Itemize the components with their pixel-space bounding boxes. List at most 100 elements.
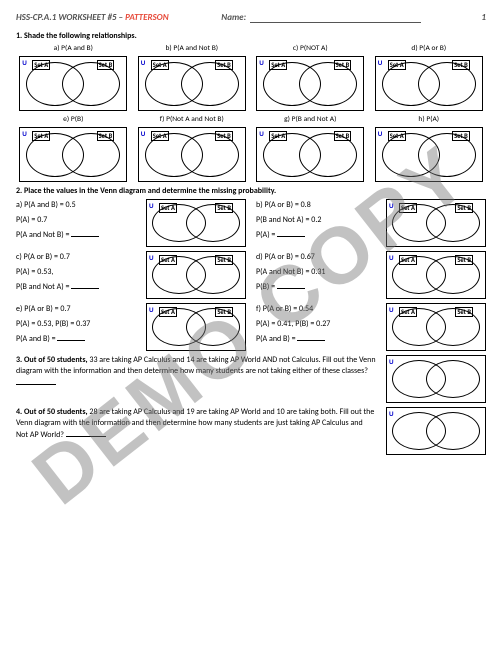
problem-line: P(B) = xyxy=(256,281,380,293)
universe-label: U xyxy=(389,305,394,314)
venn-diagram: USet ASet B xyxy=(256,56,364,111)
problem-line: a) P(A and B) = 0.5 xyxy=(16,199,140,211)
venn-diagram: USet ASet B xyxy=(256,127,364,182)
name-blank xyxy=(250,14,421,23)
section-1-title: 1. Shade the following relationships. xyxy=(16,31,486,41)
venn-caption: e) P(B) xyxy=(63,115,83,125)
venn-diagram: USet ASet B xyxy=(146,199,246,247)
circle-b xyxy=(426,204,480,242)
problem-line: f) P(A or B) = 0.54 xyxy=(256,303,380,315)
problem-line: c) P(A or B) = 0.7 xyxy=(16,251,140,263)
venn-diagram: USet ASet B xyxy=(386,303,486,351)
q3-venn: U xyxy=(386,355,486,403)
problem-pair: e) P(A or B) = 0.7 P(A) = 0.53, P(B) = 0.… xyxy=(16,303,486,351)
universe-label: U xyxy=(149,305,154,314)
problem-pair: a) P(A and B) = 0.5 P(A) = 0.7 P(A and Not… xyxy=(16,199,486,247)
problem-line: P(A) = 0.53, xyxy=(16,266,140,278)
venn-diagram: USet ASet B xyxy=(138,56,246,111)
circle-b xyxy=(186,256,240,294)
q4-venn: U xyxy=(386,407,486,455)
answer-blank xyxy=(71,229,99,237)
universe-label: U xyxy=(389,201,394,210)
problem-line: P(A) = 0.53, P(B) = 0.37 xyxy=(16,318,140,330)
problem-line: d) P(A or B) = 0.67 xyxy=(256,251,380,263)
problem-right: f) P(A or B) = 0.54 P(A) = 0.41, P(B) = 0… xyxy=(256,303,486,351)
universe-label: U xyxy=(378,129,383,138)
circle-b xyxy=(62,133,120,177)
venn-diagram: USet ASet B xyxy=(19,56,127,111)
circle-b xyxy=(418,62,476,106)
question-4: 4. Out of 50 students, 28 are taking AP … xyxy=(16,407,486,455)
circle-b xyxy=(418,133,476,177)
venn-caption: a) P(A and B) xyxy=(54,44,93,54)
universe-label: U xyxy=(149,253,154,262)
venn-caption: g) P(B and Not A) xyxy=(284,115,336,125)
problem-line: P(A and Not B) = 0.31 xyxy=(256,266,380,278)
problem-line: P(A) = 0.41, P(B) = 0.27 xyxy=(256,318,380,330)
problem-line: P(A and Not B) = xyxy=(16,229,140,241)
universe-label: U xyxy=(259,58,264,67)
venn-diagram: USet ASet B xyxy=(19,127,127,182)
circle-b xyxy=(181,62,239,106)
universe-label: U xyxy=(149,201,154,210)
problem-line: P(A and B) = xyxy=(16,333,140,345)
universe-label: U xyxy=(259,129,264,138)
venn-diagram: USet ASet B xyxy=(386,251,486,299)
venn-diagram: USet ASet B xyxy=(375,56,483,111)
venn-row-1: a) P(A and B)USet ASet Bb) P(A and Not B… xyxy=(16,44,486,111)
circle-b xyxy=(426,256,480,294)
page-number: 1 xyxy=(474,12,486,23)
universe-label: U xyxy=(389,357,394,366)
universe-label: U xyxy=(389,409,394,418)
venn-cell: h) P(A)USet ASet B xyxy=(372,115,487,182)
venn-diagram: U xyxy=(386,407,486,455)
venn-cell: b) P(A and Not B) USet ASet B xyxy=(135,44,250,111)
venn-caption: d) P(A or B) xyxy=(411,44,446,54)
section-2-body: a) P(A and B) = 0.5 P(A) = 0.7 P(A and Not… xyxy=(16,199,486,351)
venn-caption: b) P(A and Not B) xyxy=(165,44,218,54)
problem-pair: c) P(A or B) = 0.7 P(A) = 0.53, P(B and No… xyxy=(16,251,486,299)
venn-diagram: USet ASet B xyxy=(386,199,486,247)
problem-right: b) P(A or B) = 0.8 P(B and Not A) = 0.2 P(… xyxy=(256,199,486,247)
circle-b xyxy=(181,133,239,177)
q4-blank xyxy=(66,429,106,437)
answer-blank xyxy=(277,229,305,237)
answer-blank xyxy=(297,333,325,341)
problem-line: P(A and B) = xyxy=(256,333,380,345)
universe-label: U xyxy=(141,58,146,67)
universe-label: U xyxy=(22,58,27,67)
problem-line: P(B and Not A) = xyxy=(16,281,140,293)
question-3: 3. Out of 50 students, 33 are taking AP … xyxy=(16,355,486,403)
problem-line: b) P(A or B) = 0.8 xyxy=(256,199,380,211)
name-label: Name: xyxy=(221,12,246,23)
course-code: HSS-CP.A.1 WORKSHEET #5 – xyxy=(16,12,125,23)
circle-b xyxy=(186,204,240,242)
venn-diagram: USet ASet B xyxy=(138,127,246,182)
circle-b xyxy=(299,62,357,106)
venn-caption: c) P(NOT A) xyxy=(293,44,328,54)
venn-diagram: U xyxy=(386,355,486,403)
answer-blank xyxy=(57,333,85,341)
circle-b xyxy=(186,308,240,346)
problem-left: e) P(A or B) = 0.7 P(A) = 0.53, P(B) = 0.… xyxy=(16,303,246,351)
venn-caption: f) P(Not A and Not B) xyxy=(160,115,224,125)
q4-bold: 4. Out of 50 students, xyxy=(16,407,89,417)
venn-cell: d) P(A or B) USet ASet B xyxy=(372,44,487,111)
problem-line: e) P(A or B) = 0.7 xyxy=(16,303,140,315)
q3-bold: 3. Out of 50 students, xyxy=(16,355,89,365)
venn-diagram: USet ASet B xyxy=(375,127,483,182)
section-2-title: 2. Place the values in the Venn diagram … xyxy=(16,186,486,196)
header: HSS-CP.A.1 WORKSHEET #5 – PATTERSON Name… xyxy=(16,12,486,23)
answer-blank xyxy=(277,281,305,289)
circle-b xyxy=(62,62,120,106)
problem-line: P(B and Not A) = 0.2 xyxy=(256,214,380,226)
circle-b xyxy=(426,360,480,398)
problem-left: c) P(A or B) = 0.7 P(A) = 0.53, P(B and No… xyxy=(16,251,246,299)
venn-cell: c) P(NOT A) USet ASet B xyxy=(253,44,368,111)
circle-b xyxy=(426,308,480,346)
problem-line: P(A) = 0.7 xyxy=(16,214,140,226)
universe-label: U xyxy=(378,58,383,67)
venn-diagram: USet ASet B xyxy=(146,303,246,351)
problem-line: P(A) = xyxy=(256,229,380,241)
universe-label: U xyxy=(141,129,146,138)
